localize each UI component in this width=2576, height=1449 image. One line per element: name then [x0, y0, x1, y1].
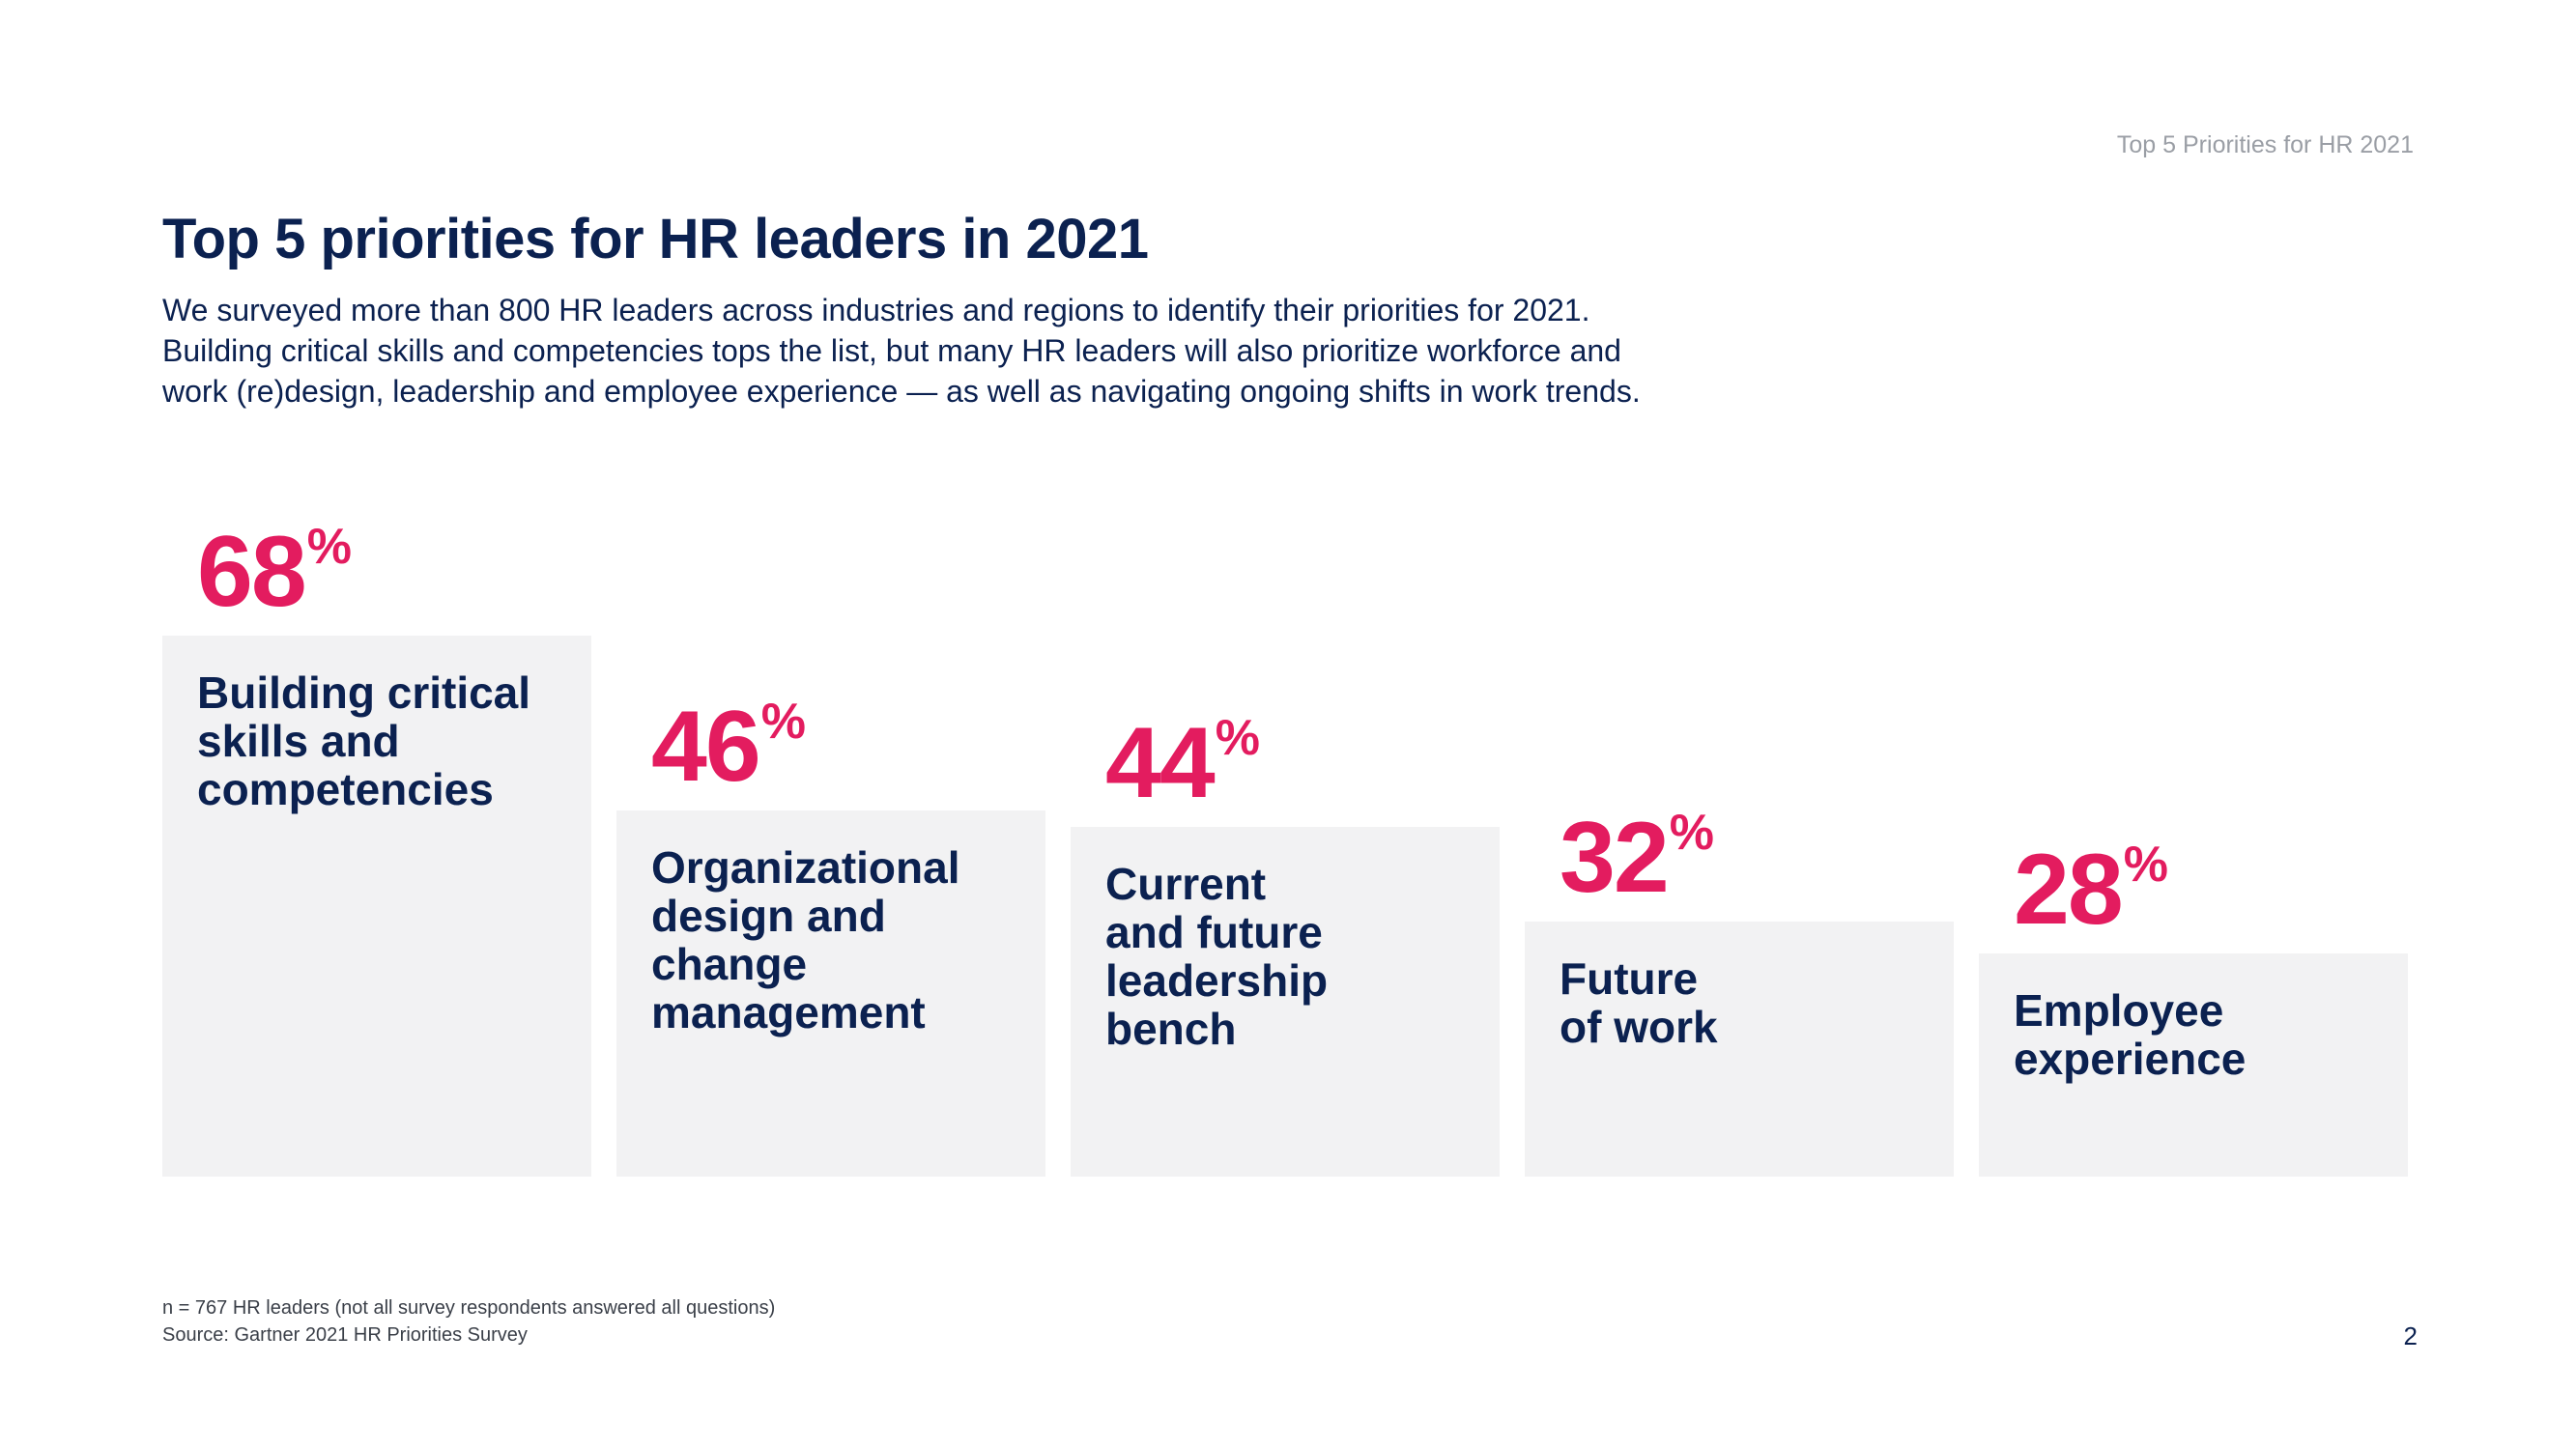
category-label-line: Organizational: [651, 842, 960, 893]
section-tag: Top 5 Priorities for HR 2021: [2116, 131, 2414, 158]
value-label: 28%: [2014, 837, 2168, 940]
bar: [1979, 953, 2408, 1177]
value-label: 46%: [651, 694, 806, 797]
category-label-line: Current: [1105, 859, 1267, 909]
value-number: 44: [1105, 707, 1216, 819]
category-label: Future of work: [1560, 954, 1718, 1051]
page-title: Top 5 priorities for HR leaders in 2021: [162, 208, 1149, 270]
intro-line: We surveyed more than 800 HR leaders acr…: [162, 293, 1590, 327]
intro-text: We surveyed more than 800 HR leaders acr…: [162, 290, 1708, 412]
category-label-line: leadership: [1105, 955, 1329, 1006]
category-label-line: design and: [651, 891, 886, 941]
sample-size-note: n = 767 HR leaders (not all survey respo…: [162, 1297, 776, 1319]
value-number: 68: [197, 516, 307, 628]
percent-sign: %: [306, 519, 352, 575]
category-label-line: change: [651, 939, 808, 989]
page-number: 2: [2403, 1321, 2418, 1350]
category-label: Employee experience: [2014, 986, 2246, 1083]
footnote: n = 767 HR leaders (not all survey respo…: [162, 1294, 775, 1349]
category-label: Building critical skills and competencies: [197, 668, 530, 813]
percent-sign: %: [1215, 710, 1260, 766]
value-number: 46: [651, 691, 761, 803]
percent-sign: %: [2123, 837, 2168, 893]
category-label-line: and future: [1105, 907, 1323, 957]
value-label: 44%: [1105, 710, 1260, 813]
source-note: Source: Gartner 2021 HR Priorities Surve…: [162, 1324, 528, 1346]
bar: [1525, 922, 1954, 1177]
bar: [1071, 827, 1500, 1177]
category-label-line: competencies: [197, 764, 494, 814]
percent-sign: %: [760, 694, 806, 750]
category-label-line: bench: [1105, 1004, 1237, 1054]
percent-sign: %: [1669, 805, 1714, 861]
category-label-line: Building critical: [197, 668, 531, 718]
intro-line: work (re)design, leadership and employee…: [162, 374, 1641, 409]
category-label-line: of work: [1560, 1002, 1718, 1052]
value-label: 68%: [197, 519, 352, 622]
intro-line: Building critical skills and competencie…: [162, 333, 1621, 368]
category-label-line: experience: [2014, 1034, 2247, 1084]
bar: [616, 810, 1045, 1177]
category-label-line: Future: [1560, 953, 1699, 1004]
category-label: Current and future leadership bench: [1105, 860, 1328, 1053]
bar: [162, 636, 591, 1177]
category-label-line: skills and: [197, 716, 400, 766]
value-number: 28: [2014, 834, 2124, 946]
value-number: 32: [1560, 802, 1670, 914]
category-label-line: management: [651, 987, 926, 1037]
category-label-line: Employee: [2014, 985, 2224, 1036]
value-label: 32%: [1560, 805, 1714, 908]
category-label: Organizational design and change management: [651, 843, 959, 1037]
